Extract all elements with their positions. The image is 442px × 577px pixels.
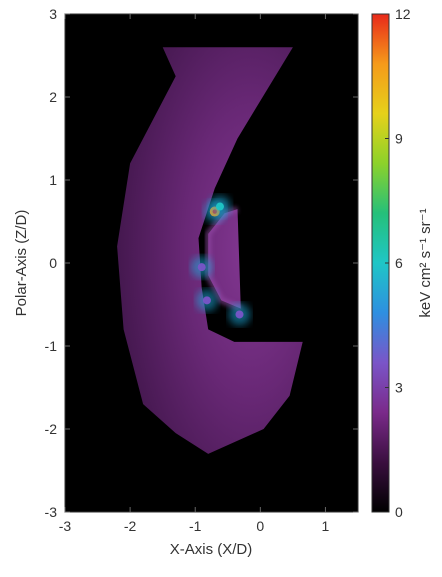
y-axis-ticks: -3 -2 -1 0 1 2 3 [45,6,358,520]
hotspots [190,195,251,326]
colorbar-label: keV cm² s⁻¹ sr⁻¹ [417,208,434,317]
y-tick-label: -1 [45,338,58,354]
hotspot [202,296,211,305]
y-tick-label: 1 [49,172,57,188]
hotspot [235,310,244,319]
colorbar-tick-label: 0 [395,504,403,520]
y-tick-label: -2 [45,421,58,437]
y-axis-label: Polar-Axis (Z/D) [13,210,30,317]
x-tick-label: 1 [322,518,330,534]
colorbar-tick-label: 6 [395,255,403,271]
x-tick-label: -1 [189,518,202,534]
hotspot [215,202,224,211]
y-tick-label: 0 [49,255,57,271]
x-tick-label: 0 [256,518,264,534]
colorbar-tick-label: 3 [395,380,403,396]
y-tick-label: 3 [49,6,57,22]
y-tick-label: -3 [45,504,58,520]
x-tick-label: -3 [59,518,72,534]
colorbar-ticks: 0 3 6 9 12 [385,6,411,520]
emission-layer [117,47,303,454]
y-tick-label: 2 [49,89,57,105]
x-axis-label: X-Axis (X/D) [170,541,253,558]
hotspot [197,263,206,272]
x-axis-ticks: -3 -2 -1 0 1 [59,14,330,534]
colorbar-tick-label: 9 [395,131,403,147]
colorbar-tick-label: 12 [395,6,411,22]
x-tick-label: -2 [124,518,137,534]
